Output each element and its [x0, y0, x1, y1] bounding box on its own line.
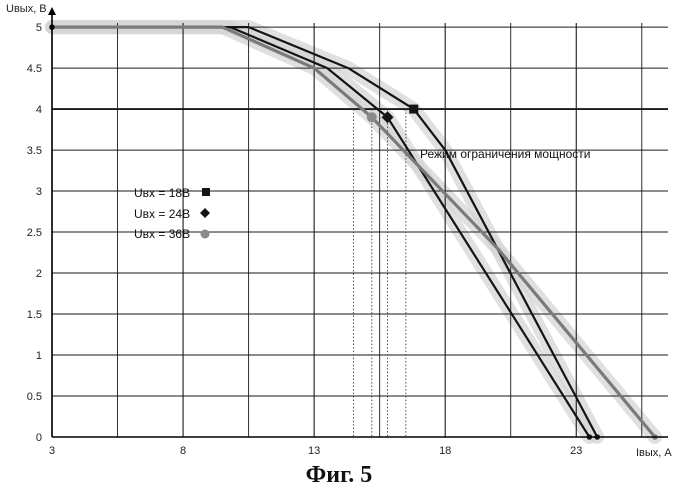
y-tick-label: 0.5 — [27, 391, 42, 403]
y-tick-label: 4.5 — [27, 63, 42, 75]
legend-label-24v: Uвх = 24В — [134, 207, 190, 221]
figure-caption: Фиг. 5 — [0, 462, 678, 489]
y-tick-label: 3 — [36, 186, 42, 198]
y-tick-label: 2 — [36, 268, 42, 280]
legend-square-marker — [202, 188, 210, 196]
legend-label-18v: Uвх = 18В — [134, 186, 190, 200]
y-tick-label: 5 — [36, 22, 42, 34]
y-tick-label: 2.5 — [27, 227, 42, 239]
x-axis-label: Iвых, А — [636, 447, 672, 459]
y-tick-label: 3.5 — [27, 145, 42, 157]
series-marker-square — [409, 105, 418, 114]
y-tick-label: 1 — [36, 350, 42, 362]
legend-circle-marker — [201, 230, 210, 239]
y-tick-label: 0 — [36, 432, 42, 444]
legend-diamond-marker — [200, 208, 210, 218]
y-axis-arrow — [48, 7, 56, 15]
x-tick-label: 8 — [180, 445, 186, 457]
x-tick-label: 18 — [439, 445, 451, 457]
series-marker-circle — [367, 112, 377, 122]
y-axis-label: Uвых, В — [6, 3, 47, 15]
legend-label-36v: Uвх = 36В — [134, 227, 190, 241]
power-limit-annotation: Режим ограничения мощности — [420, 147, 590, 161]
y-tick-label: 4 — [36, 104, 42, 116]
chart: 3 8 13 18 23 0 0.5 1 1.5 2 2.5 3 3.5 4 4.5 5 Uвых, В Iв… — [0, 0, 678, 470]
legend: Uвх = 18В Uвх = 24В Uвх = 36В — [134, 186, 210, 241]
x-tick-label: 3 — [49, 445, 55, 457]
y-tick-label: 1.5 — [27, 309, 42, 321]
x-tick-label: 23 — [570, 445, 582, 457]
x-tick-label: 13 — [308, 445, 320, 457]
